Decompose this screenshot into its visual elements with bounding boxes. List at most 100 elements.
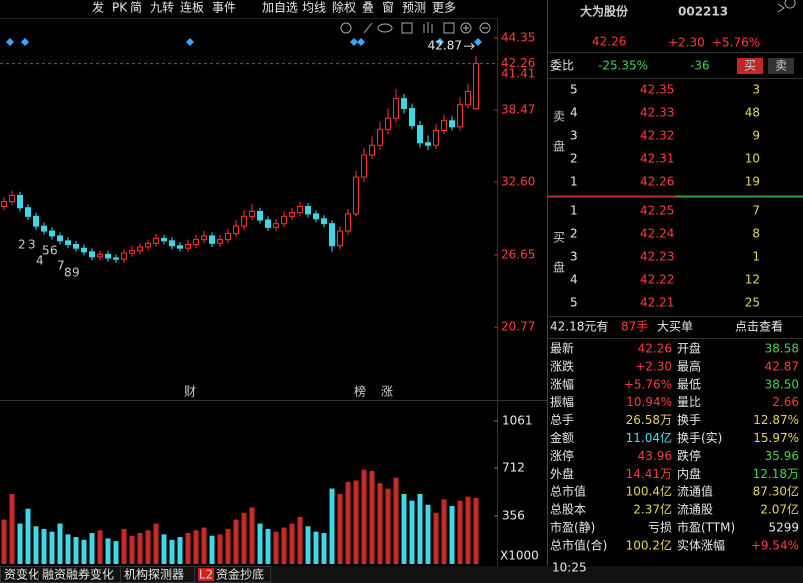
y-tick-label: 356 bbox=[502, 509, 525, 523]
stat-value: 26.58万 bbox=[626, 413, 672, 427]
toolbar-button[interactable]: 窗 bbox=[382, 1, 394, 15]
toolbar-button[interactable]: 简 bbox=[130, 1, 142, 15]
bid-ask-price: 42.31 bbox=[640, 152, 674, 166]
bid-ask-price: 42.26 bbox=[640, 175, 674, 189]
stat-label: 实体涨幅 bbox=[677, 537, 725, 552]
toolbar-button[interactable]: 叠 bbox=[362, 1, 374, 15]
candle-body bbox=[233, 225, 239, 234]
toolbar-button[interactable]: 事件 bbox=[212, 1, 236, 15]
big-order: 42.18元有 bbox=[550, 320, 608, 334]
candle-body bbox=[337, 230, 343, 247]
stat-value: 2.07亿 bbox=[760, 502, 799, 517]
tab-badge bbox=[198, 568, 214, 581]
toolbar-button[interactable]: PK bbox=[112, 1, 128, 15]
volume-bar bbox=[401, 493, 407, 564]
td-count: 4 bbox=[36, 254, 44, 268]
y-tick-label: 20.77 bbox=[501, 320, 535, 334]
candle-body bbox=[305, 206, 311, 215]
volume-bar bbox=[249, 507, 255, 564]
toolbar-button[interactable]: 预测 bbox=[402, 1, 426, 15]
bid-ask-price: 42.24 bbox=[640, 227, 674, 241]
volume-bar bbox=[281, 527, 287, 564]
stat-label: 总市值(合) bbox=[550, 537, 607, 552]
volume-bar bbox=[105, 538, 111, 564]
candle-body bbox=[369, 144, 375, 156]
tab-label[interactable]: 机构探测器 bbox=[124, 567, 184, 582]
buy-label[interactable]: 买 bbox=[744, 59, 756, 73]
toolbar-button[interactable]: 均线 bbox=[302, 1, 326, 15]
tab-badge-label: L2 bbox=[199, 568, 213, 582]
candle-body bbox=[401, 98, 407, 109]
toolbar-button[interactable]: 除权 bbox=[332, 0, 356, 15]
td-count: 7 bbox=[57, 259, 65, 273]
volume-bar bbox=[57, 523, 63, 564]
volume-bar bbox=[377, 483, 383, 564]
bid-ask-price: 42.35 bbox=[640, 83, 674, 97]
stat-label: 涨幅 bbox=[550, 376, 574, 391]
price-marker: 41.41 bbox=[501, 67, 535, 81]
volume-bar bbox=[465, 496, 471, 564]
volume-bar bbox=[345, 481, 351, 564]
bid-ask-volume: 7 bbox=[752, 204, 760, 218]
stat-label: 内盘 bbox=[677, 466, 701, 481]
candle-body bbox=[49, 230, 55, 237]
volume-bar bbox=[433, 512, 439, 564]
stat-label: 总手 bbox=[550, 413, 574, 427]
event-label[interactable]: 涨 bbox=[381, 384, 393, 399]
event-label[interactable]: 榜 bbox=[354, 384, 366, 399]
level: 5 bbox=[570, 83, 578, 97]
stock-name: 大为股份 bbox=[580, 4, 629, 19]
stat-value: 11.04亿 bbox=[626, 430, 672, 445]
level: 4 bbox=[570, 106, 578, 120]
toolbar-button[interactable]: 九转 bbox=[150, 0, 174, 15]
tab-label[interactable]: 资金抄底 bbox=[216, 567, 264, 582]
stat-value: +2.30 bbox=[635, 359, 672, 373]
sell-label[interactable]: 卖 bbox=[775, 59, 787, 73]
sell-button[interactable] bbox=[768, 58, 794, 74]
stat-value: 2.66 bbox=[772, 395, 799, 409]
candle-body bbox=[449, 120, 455, 128]
y-tick-label: 712 bbox=[502, 461, 525, 475]
buy-button[interactable] bbox=[737, 58, 763, 74]
event-label[interactable]: 财 bbox=[184, 385, 196, 399]
volume-bar bbox=[65, 534, 71, 564]
tab-label[interactable]: 融资融券变化 bbox=[42, 567, 114, 582]
volume-bar bbox=[289, 523, 295, 564]
candle-body bbox=[33, 215, 39, 227]
stat-label: 量比 bbox=[677, 395, 701, 409]
toolbar-button[interactable]: 更多 bbox=[432, 1, 456, 15]
volume-bar bbox=[273, 531, 279, 564]
candle-body bbox=[73, 244, 79, 249]
signal-markers bbox=[6, 38, 482, 46]
tab-label[interactable]: 资变化 bbox=[4, 567, 40, 582]
candle-body bbox=[17, 194, 23, 209]
candle-body bbox=[161, 237, 167, 242]
volume-bar bbox=[209, 535, 215, 564]
settings-icon[interactable] bbox=[777, 0, 796, 13]
volume-bar bbox=[233, 519, 239, 564]
candle-body bbox=[201, 235, 207, 241]
toolbar-button[interactable]: 加自选 bbox=[262, 1, 298, 15]
volume-bar bbox=[193, 530, 199, 564]
volume-bar bbox=[321, 533, 327, 564]
candle-body bbox=[361, 154, 367, 178]
volume-bar bbox=[89, 533, 95, 564]
candle-body bbox=[473, 63, 479, 110]
volume-bar bbox=[201, 527, 207, 564]
big-order[interactable]: 点击查看 bbox=[735, 320, 783, 334]
volume-bar bbox=[129, 535, 135, 564]
y-tick-label: 1061 bbox=[502, 414, 533, 428]
stat-value: 38.50 bbox=[765, 377, 799, 391]
stat-label: 跌停 bbox=[677, 448, 701, 463]
td-count: 6 bbox=[50, 244, 58, 258]
stat-label: 最新 bbox=[550, 341, 574, 356]
toolbar-button[interactable]: 发 bbox=[92, 0, 104, 15]
stat-value: 12.87% bbox=[753, 413, 799, 427]
candle-body bbox=[169, 240, 175, 247]
candle-body bbox=[1, 201, 7, 208]
volume-bar bbox=[369, 471, 375, 564]
toolbar-button[interactable]: 连板 bbox=[180, 0, 204, 15]
candle-body bbox=[9, 194, 15, 203]
tool-icons[interactable] bbox=[340, 22, 491, 34]
volume-bar bbox=[305, 526, 311, 564]
